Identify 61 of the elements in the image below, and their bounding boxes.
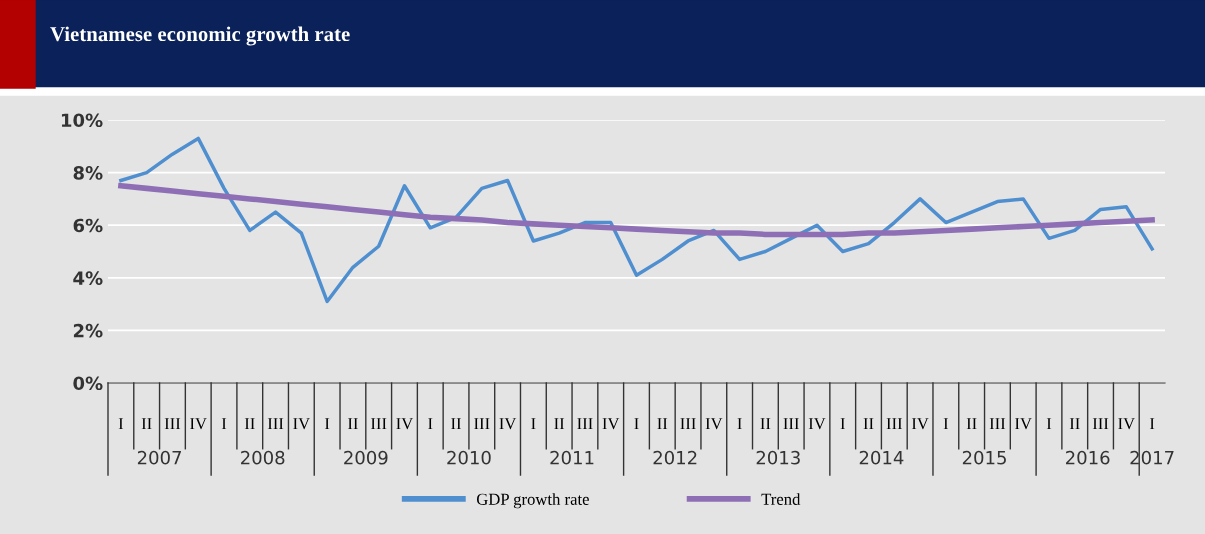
- x-tick-label: III: [267, 418, 284, 430]
- text: 2007: [137, 450, 181, 465]
- x-tick-label: III: [886, 418, 903, 430]
- x-tick-label: III: [989, 418, 1006, 430]
- x-tick-label: I: [221, 418, 227, 430]
- x-tick-label: IV: [396, 418, 414, 430]
- text: 2008: [241, 450, 285, 465]
- text: 2011: [550, 450, 594, 465]
- y-tick-label: 6%: [73, 218, 103, 233]
- y-tick-label: 4%: [73, 271, 103, 285]
- x-tick-label: III: [577, 418, 593, 430]
- x-tick-label: IV: [602, 418, 620, 430]
- x-tick-label: III: [680, 418, 696, 430]
- x-tick-label: III: [783, 418, 799, 430]
- x-tick-label: I: [634, 418, 639, 430]
- x-tick-label: IV: [499, 418, 517, 430]
- y-tick-label: 8%: [73, 166, 103, 180]
- text: 2015: [962, 450, 1006, 465]
- line-series: [119, 136, 1154, 304]
- text: 2012: [653, 450, 697, 465]
- x-tick-label: I: [943, 418, 949, 430]
- legend-label: Trend: [761, 493, 801, 505]
- y-tick-label: 2%: [73, 323, 103, 338]
- text: 2016: [1066, 450, 1110, 465]
- chart-title: Vietnamese economic growth rate: [50, 26, 350, 46]
- text: 2013: [756, 450, 800, 465]
- x-tick-label: I: [1046, 418, 1052, 430]
- x-tick-label: I: [1149, 418, 1155, 430]
- text: 2010: [447, 450, 491, 465]
- x-tick-label: I: [324, 418, 330, 430]
- x-tick-label: II: [966, 418, 977, 430]
- x-tick-label: II: [760, 418, 771, 430]
- x-tick-label: III: [370, 418, 387, 430]
- x-tick-label: II: [657, 418, 668, 430]
- x-tick-label: IV: [1015, 418, 1032, 430]
- x-tick-label: I: [737, 418, 742, 430]
- x-tick-label: II: [554, 418, 565, 430]
- text: 2009: [344, 450, 388, 465]
- x-tick-label: I: [428, 418, 433, 430]
- y-tick-label: 10%: [61, 113, 103, 128]
- x-tick-label: I: [531, 418, 536, 430]
- x-tick-label: IV: [1118, 418, 1135, 430]
- x-tick-label: IV: [911, 418, 929, 430]
- x-tick-label: II: [244, 418, 255, 430]
- x-tick-label: III: [474, 418, 490, 430]
- x-tick-label: II: [451, 418, 461, 430]
- x-tick-label: IV: [808, 418, 826, 430]
- x-tick-label: III: [1092, 418, 1109, 430]
- x-tick-label: IV: [705, 418, 723, 430]
- x-tick-label: I: [840, 418, 845, 430]
- x-tick-label: IV: [190, 418, 207, 430]
- x-tick-label: II: [863, 418, 874, 430]
- legend-label: GDP growth rate: [476, 493, 589, 509]
- x-tick-label: II: [141, 418, 152, 430]
- x-tick-label: I: [118, 418, 124, 430]
- x-tick-label: III: [164, 418, 181, 430]
- x-tick-label: IV: [293, 418, 310, 430]
- text: 2014: [859, 450, 904, 465]
- y-tick-label: 0%: [73, 376, 103, 391]
- x-tick-label: II: [347, 418, 358, 430]
- x-tick-label: II: [1069, 418, 1080, 430]
